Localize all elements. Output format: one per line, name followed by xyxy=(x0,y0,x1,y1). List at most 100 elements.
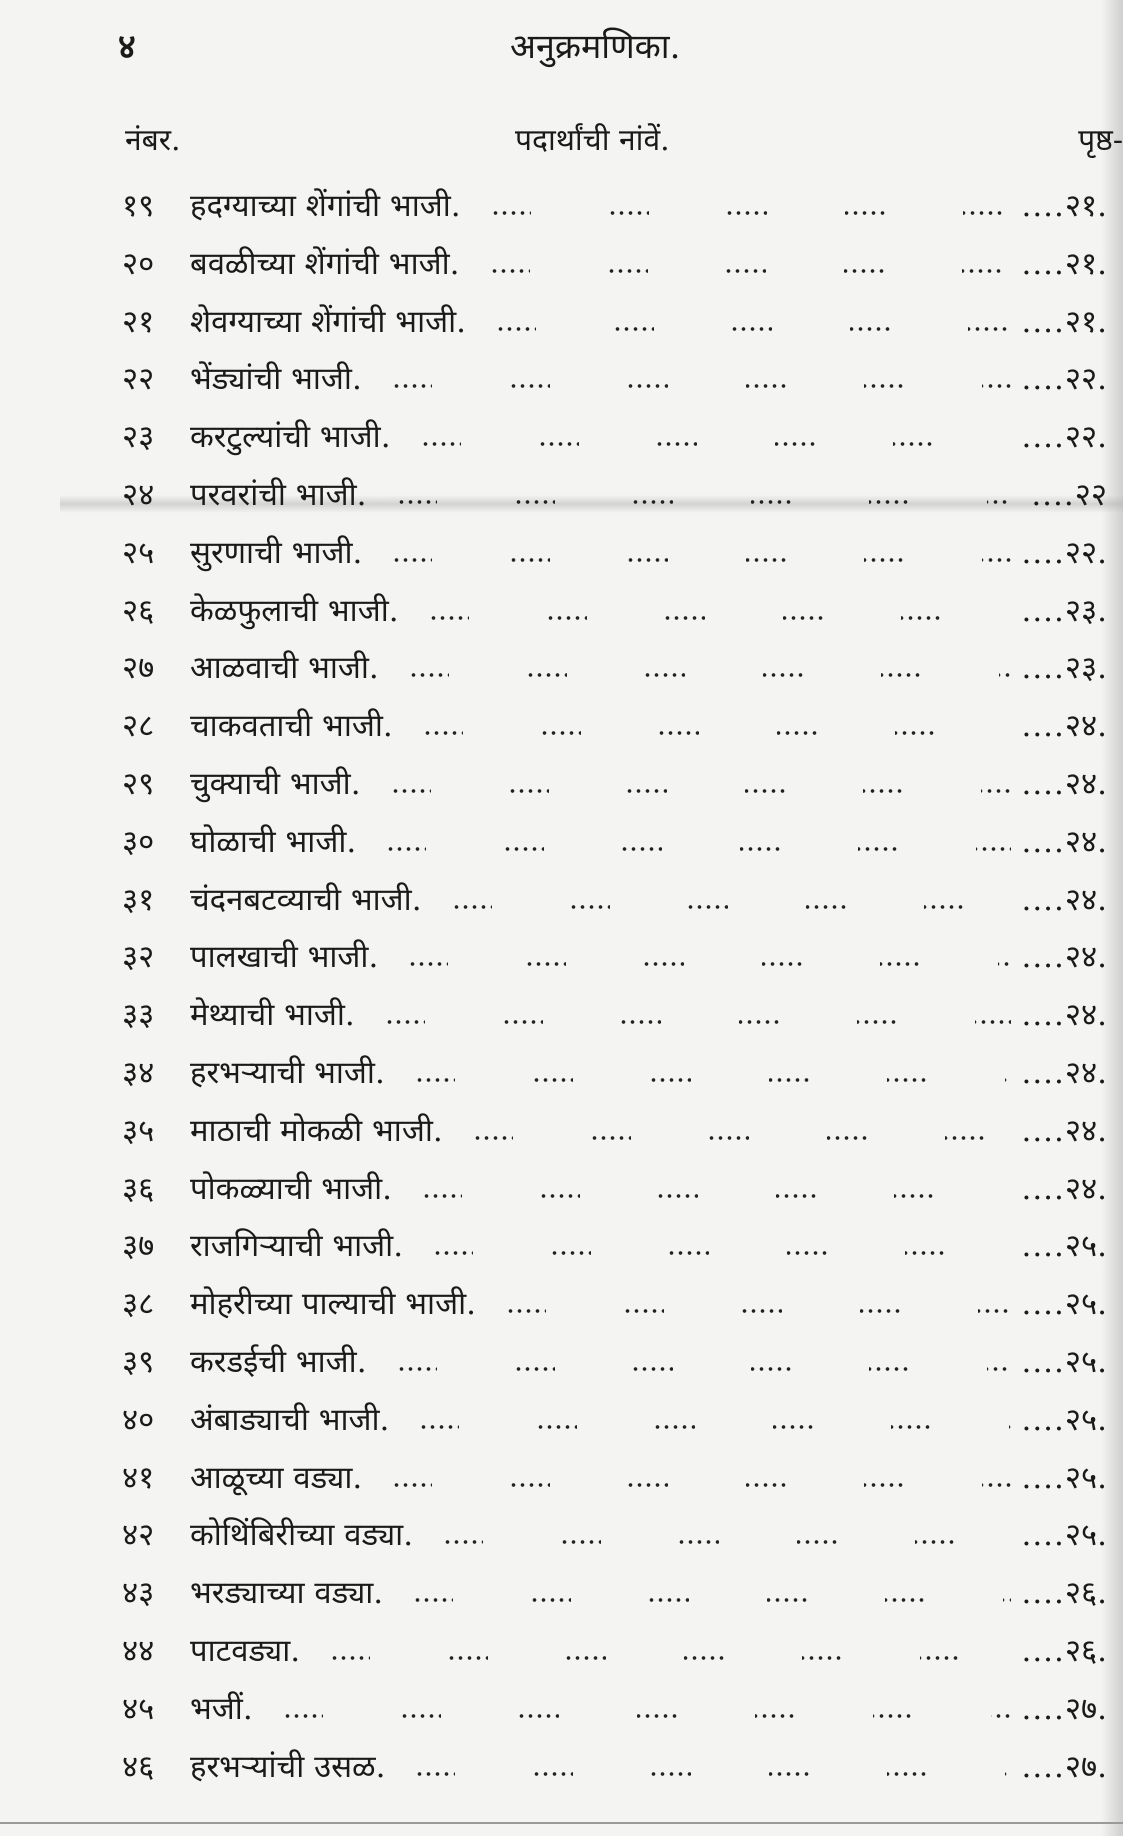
entry-name: पाटवड्या. xyxy=(190,1632,301,1669)
entry-number: ३० xyxy=(122,823,155,860)
contents-entry: २६ केळफुलाची भाजी. २३. xyxy=(122,589,1107,647)
contents-entry: ३४ हरभऱ्याची भाजी. २४. xyxy=(122,1051,1107,1109)
entry-number: २४ xyxy=(122,476,155,513)
entry-name: कोथिंबिरीच्या वड्या. xyxy=(190,1517,414,1554)
entry-page: २२. xyxy=(1017,531,1107,573)
entry-name: राजगिऱ्याची भाजी. xyxy=(190,1228,404,1265)
entry-number: २५ xyxy=(122,534,155,571)
dot-leader xyxy=(489,267,1011,274)
entry-page: २१. xyxy=(1017,184,1107,226)
dot-leader xyxy=(408,672,1011,679)
entry-page: २५. xyxy=(1017,1456,1107,1498)
entry-page: २४. xyxy=(1017,878,1107,920)
contents-list: १९ हदग्याच्या शेंगांची भाजी. २१. २० बवळीच्या… xyxy=(122,184,1107,1802)
contents-entry: ४१ आळूच्या वड्या. २५. xyxy=(122,1456,1107,1514)
contents-entry: ३६ पोकळ्याची भाजी. २४. xyxy=(122,1167,1107,1225)
entry-page: २३. xyxy=(1017,646,1107,688)
entry-name: भरड्याच्या वड्या. xyxy=(190,1575,384,1612)
dot-leader xyxy=(420,441,1011,448)
entry-page: २५. xyxy=(1017,1282,1107,1324)
entry-name: करडईची भाजी. xyxy=(190,1343,367,1380)
entry-name: भजीं. xyxy=(190,1690,253,1727)
contents-entry: २५ सुरणाची भाजी. २२. xyxy=(122,531,1107,589)
contents-entry: ४२ कोथिंबिरीच्या वड्या. २५. xyxy=(122,1513,1107,1571)
contents-entry: ३९ करडईची भाजी. २५. xyxy=(122,1340,1107,1398)
entry-page: २२. xyxy=(1017,415,1107,457)
entry-page: २४. xyxy=(1017,704,1107,746)
contents-entry: ३२ पालखाची भाजी. २४. xyxy=(122,935,1107,993)
contents-entry: २१ शेवग्याच्या शेंगांची भाजी. २१. xyxy=(122,300,1107,358)
contents-entry: ३३ मेथ्याची भाजी. २४. xyxy=(122,993,1107,1051)
entry-name: पोकळ्याची भाजी. xyxy=(190,1170,393,1207)
dot-leader xyxy=(414,1076,1011,1083)
entry-page: २३. xyxy=(1017,589,1107,631)
entry-name: आळूच्या वड्या. xyxy=(190,1459,363,1496)
entry-name: हदग्याच्या शेंगांची भाजी. xyxy=(190,188,461,224)
entry-page: २५. xyxy=(1017,1340,1107,1382)
dot-leader xyxy=(413,1597,1011,1604)
dot-leader xyxy=(330,1654,1011,1661)
contents-entry: ३१ चंदनबटव्याची भाजी. २४. xyxy=(122,878,1107,936)
entry-name: हरभऱ्यांची उसळ. xyxy=(190,1748,386,1785)
dot-leader xyxy=(490,210,1011,216)
entry-name: आळवाची भाजी. xyxy=(190,650,379,687)
entry-number: २० xyxy=(122,245,155,282)
entry-name: केळफुलाची भाजी. xyxy=(190,592,399,629)
dot-leader xyxy=(496,325,1011,332)
entry-number: २८ xyxy=(122,708,155,745)
header-name: पदार्थांची नांवें. xyxy=(515,123,670,158)
dot-leader xyxy=(396,1365,1011,1372)
entry-number: ३३ xyxy=(122,997,155,1034)
entry-name: परवरांची भाजी. xyxy=(190,476,367,513)
entry-page: २४. xyxy=(1017,762,1107,804)
dot-leader xyxy=(433,1250,1011,1257)
entry-number: ४२ xyxy=(122,1517,155,1554)
contents-entry: २४ परवरांची भाजी. २२ xyxy=(122,473,1107,531)
entry-page: २४. xyxy=(1017,1109,1107,1151)
entry-page: २७. xyxy=(1017,1687,1107,1729)
entry-number: ३६ xyxy=(122,1170,155,1207)
entry-page: २४. xyxy=(1017,935,1107,977)
dot-leader xyxy=(451,903,1011,910)
dot-leader xyxy=(408,961,1011,968)
entry-name: चुक्याची भाजी. xyxy=(190,765,361,802)
entry-name: अंबाड्याची भाजी. xyxy=(190,1401,390,1438)
entry-page: २७. xyxy=(1017,1745,1107,1787)
contents-entry: ३८ मोहरीच्या पाल्याची भाजी. २५. xyxy=(122,1282,1107,1340)
entry-number: ३५ xyxy=(122,1112,155,1149)
entry-name: बवळीच्या शेंगांची भाजी. xyxy=(190,245,460,282)
dot-leader xyxy=(443,1539,1011,1546)
entry-number: ३७ xyxy=(122,1228,155,1265)
header-number: नंबर. xyxy=(125,123,181,158)
dot-leader xyxy=(390,787,1011,794)
entry-number: ३४ xyxy=(122,1054,155,1091)
dot-leader xyxy=(384,1019,1011,1026)
dot-leader xyxy=(392,556,1011,563)
page-number: ४ xyxy=(118,27,136,67)
entry-name: माठाची मोकळी भाजी. xyxy=(190,1112,443,1149)
contents-entry: ४३ भरड्याच्या वड्या. २६. xyxy=(122,1571,1107,1629)
entry-number: २३ xyxy=(122,419,155,456)
contents-entry: २७ आळवाची भाजी. २३. xyxy=(122,646,1107,704)
dot-leader xyxy=(282,1712,1011,1719)
entry-number: ४४ xyxy=(122,1632,155,1669)
dot-leader xyxy=(428,614,1011,621)
entry-name: मेथ्याची भाजी. xyxy=(190,997,355,1034)
dot-leader xyxy=(391,383,1011,390)
entry-name: भेंड्यांची भाजी. xyxy=(190,361,362,398)
contents-entry: २० बवळीच्या शेंगांची भाजी. २१. xyxy=(122,242,1107,300)
entry-number: २६ xyxy=(122,592,155,629)
entry-page: २५. xyxy=(1017,1398,1107,1440)
page-title: अनुक्रमणिका. xyxy=(510,27,681,67)
entry-number: ४३ xyxy=(122,1575,155,1612)
contents-entry: २८ चाकवताची भाजी. २४. xyxy=(122,704,1107,762)
dot-leader xyxy=(472,1134,1011,1141)
contents-entry: ३५ माठाची मोकळी भाजी. २४. xyxy=(122,1109,1107,1167)
page-bottom-edge xyxy=(0,1822,1123,1824)
entry-page: २४. xyxy=(1017,993,1107,1035)
dot-leader xyxy=(386,845,1011,852)
entry-number: ४६ xyxy=(122,1748,155,1785)
entry-page: २२ xyxy=(1017,473,1107,515)
entry-page: २१. xyxy=(1017,300,1107,342)
contents-entry: २९ चुक्याची भाजी. २४. xyxy=(122,762,1107,820)
